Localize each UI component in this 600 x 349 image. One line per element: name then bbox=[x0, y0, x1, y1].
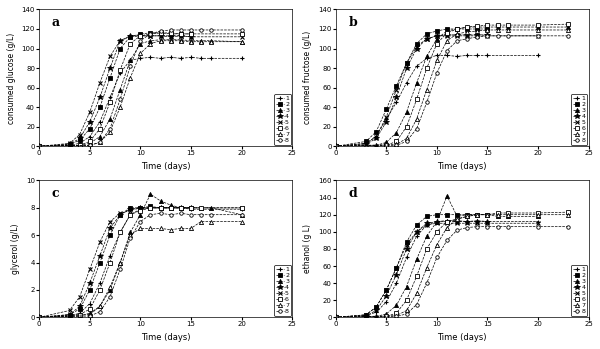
Y-axis label: ethanol (g L): ethanol (g L) bbox=[304, 224, 313, 273]
Text: b: b bbox=[349, 16, 357, 29]
Legend: 1, 2, 3, 4, 5, 6, 7, 8: 1, 2, 3, 4, 5, 6, 7, 8 bbox=[274, 265, 291, 316]
X-axis label: Time (days): Time (days) bbox=[141, 333, 190, 342]
Y-axis label: consumed glucose (g/L): consumed glucose (g/L) bbox=[7, 32, 16, 124]
Legend: 1, 2, 3, 4, 5, 6, 7, 8: 1, 2, 3, 4, 5, 6, 7, 8 bbox=[274, 94, 291, 145]
Y-axis label: consumed fructose (g/L): consumed fructose (g/L) bbox=[304, 31, 313, 125]
Text: c: c bbox=[52, 187, 59, 200]
Legend: 1, 2, 3, 4, 5, 6, 7, 8: 1, 2, 3, 4, 5, 6, 7, 8 bbox=[571, 94, 587, 145]
Legend: 1, 2, 3, 4, 5, 6, 7, 8: 1, 2, 3, 4, 5, 6, 7, 8 bbox=[571, 265, 587, 316]
Y-axis label: glycerol (g/L): glycerol (g/L) bbox=[11, 224, 20, 274]
X-axis label: Time (days): Time (days) bbox=[437, 333, 487, 342]
X-axis label: Time (days): Time (days) bbox=[437, 162, 487, 171]
Text: a: a bbox=[52, 16, 60, 29]
Text: d: d bbox=[349, 187, 357, 200]
X-axis label: Time (days): Time (days) bbox=[141, 162, 190, 171]
